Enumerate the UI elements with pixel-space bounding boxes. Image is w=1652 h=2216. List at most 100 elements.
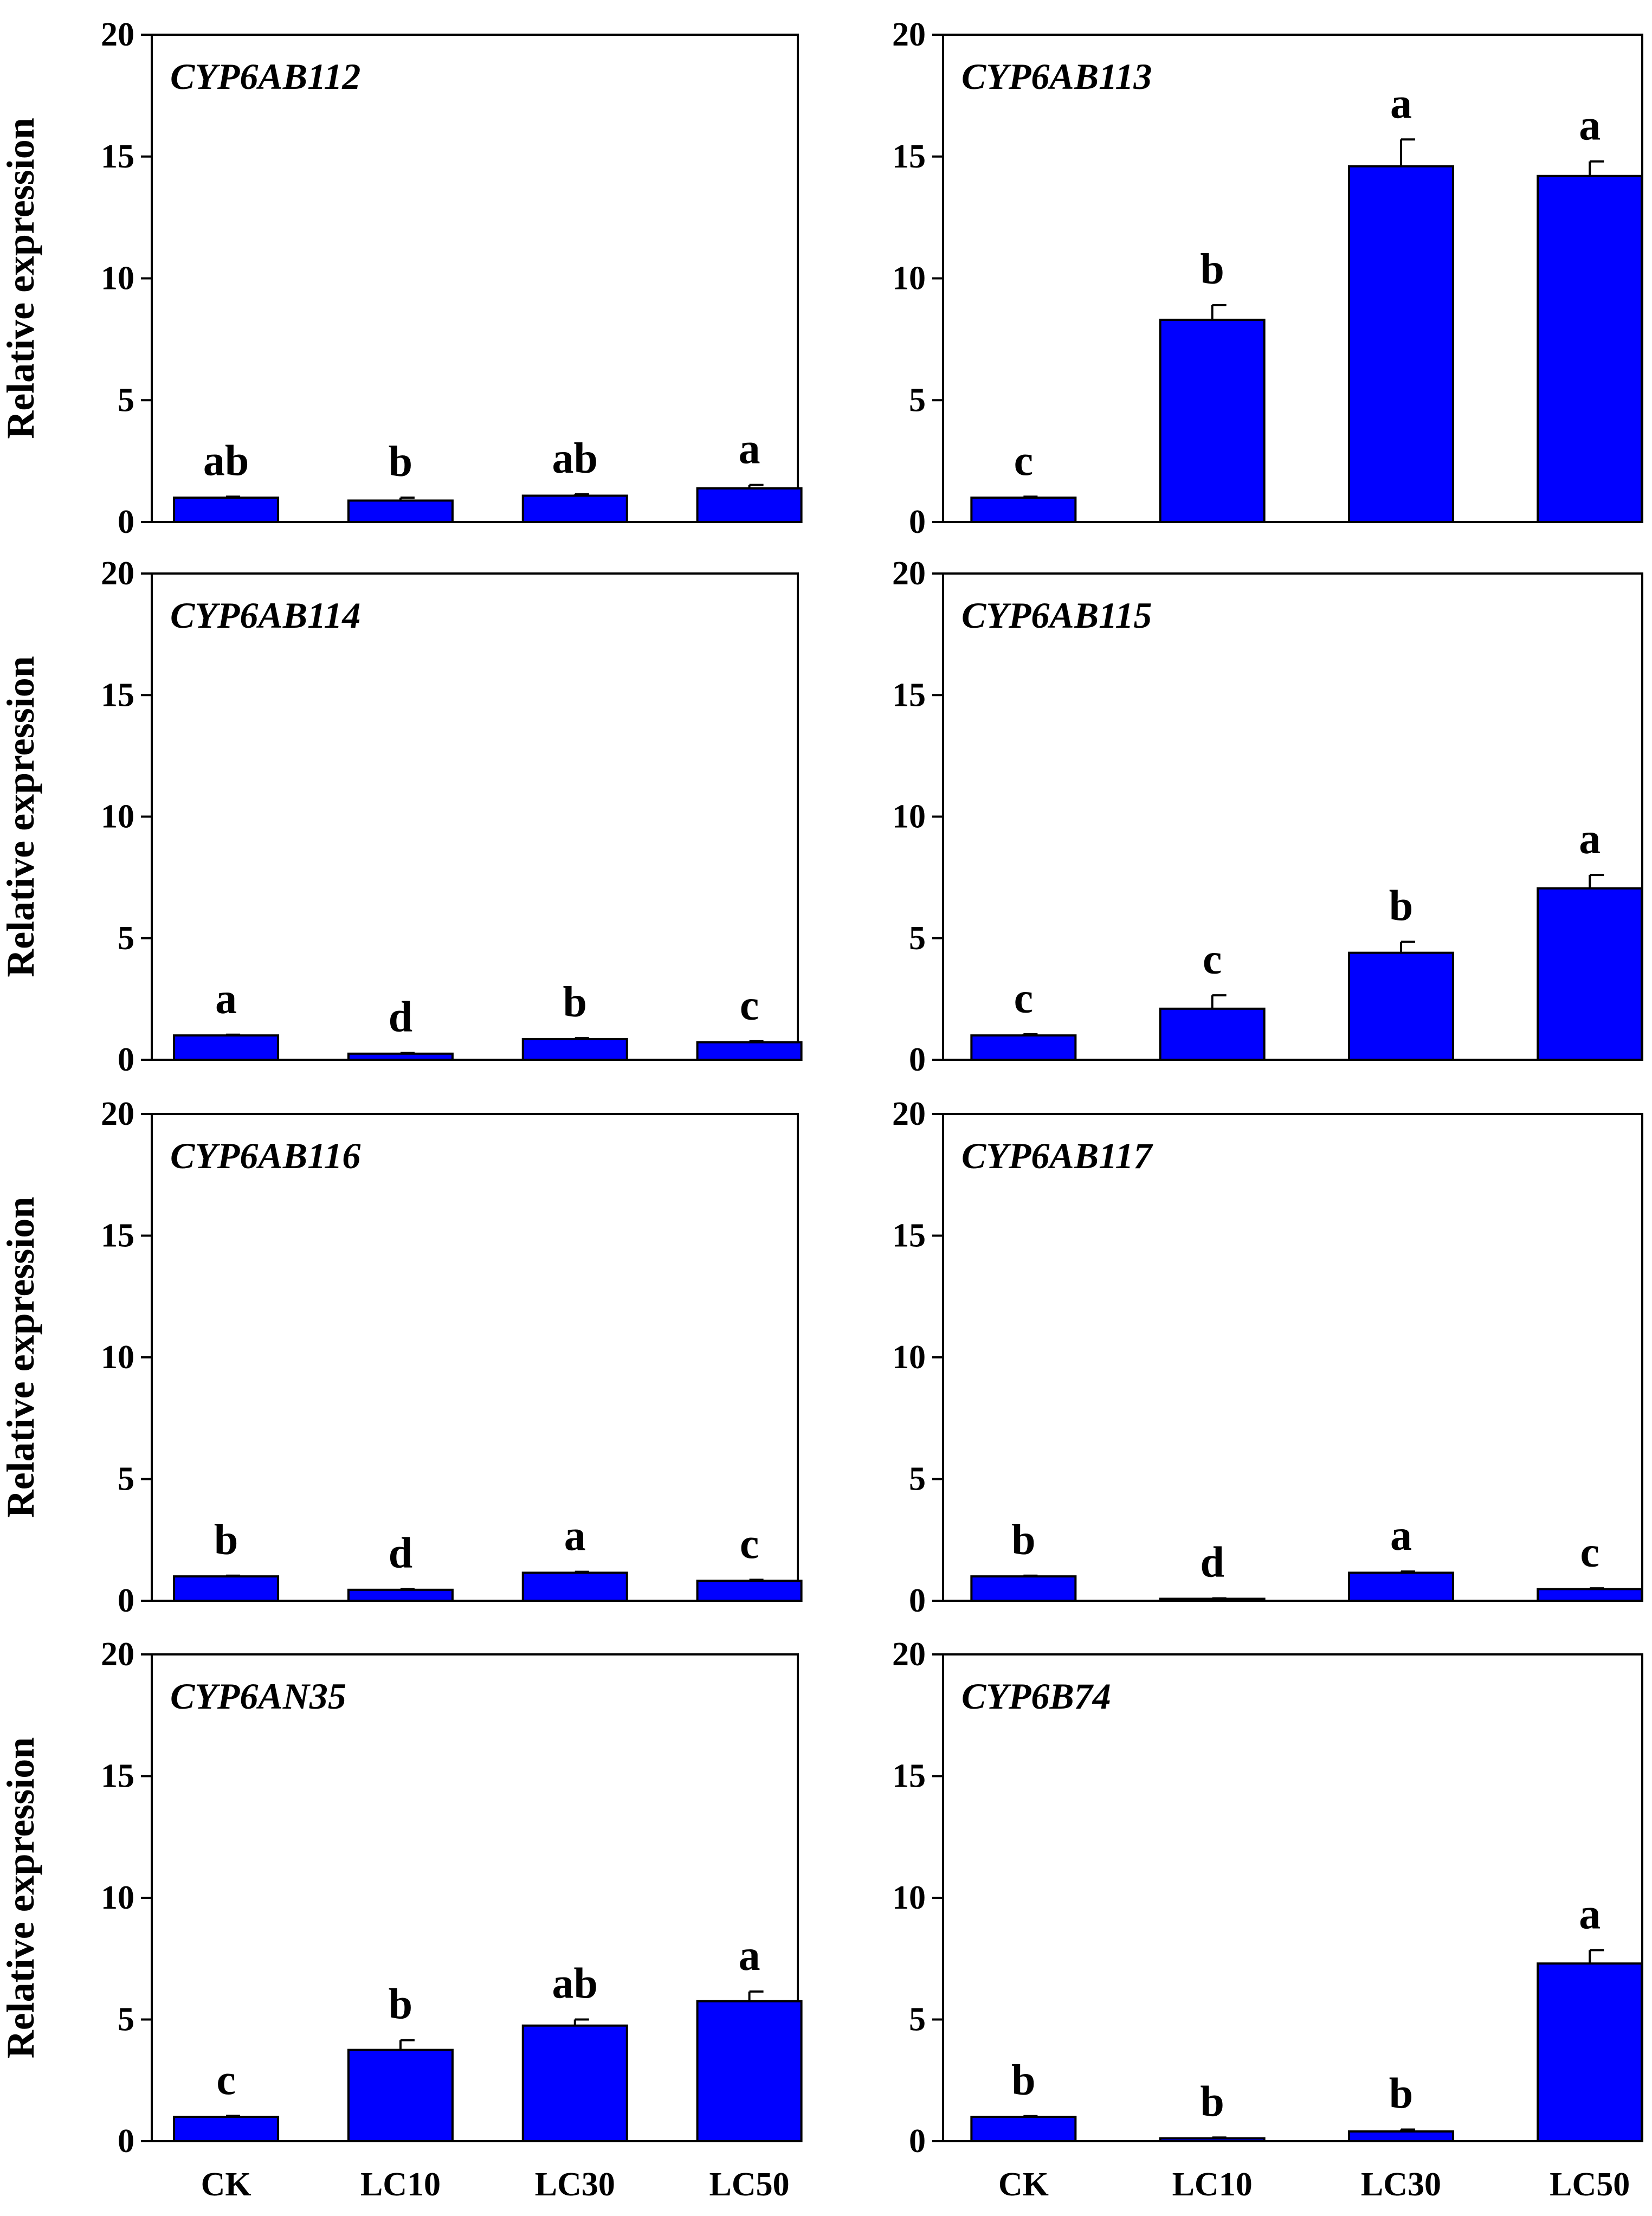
y-tick-label: 5 [909, 2001, 926, 2038]
y-tick-label: 0 [118, 1041, 134, 1078]
bar [696, 1580, 803, 1602]
bar [173, 2116, 280, 2143]
significance-label: a [1579, 1891, 1601, 1938]
y-tick-label: 0 [118, 1582, 134, 1619]
y-tick-label: 20 [892, 1636, 926, 1673]
panel-title: CYP6AB113 [961, 56, 1152, 97]
panel-title: CYP6AB115 [961, 595, 1152, 636]
significance-label: c [740, 1520, 759, 1568]
y-tick-label: 15 [101, 138, 134, 175]
significance-label: b [1389, 882, 1414, 930]
bar [521, 494, 628, 523]
x-tick-label: CK [998, 2166, 1049, 2203]
y-tick-label: 15 [892, 138, 926, 175]
y-tick-label: 0 [118, 504, 134, 540]
y-axis-label: Relative expression [0, 1737, 42, 2059]
bar [1347, 1571, 1454, 1602]
significance-label: c [1203, 936, 1222, 983]
significance-label: d [1200, 1539, 1224, 1587]
significance-label: a [739, 426, 760, 473]
y-tick-label: 20 [101, 555, 134, 592]
x-tick-label: LC30 [535, 2166, 615, 2203]
x-tick-label: CK [201, 2166, 251, 2203]
x-tick-label: LC50 [709, 2166, 790, 2203]
y-tick-label: 10 [892, 260, 926, 297]
significance-label: c [1014, 437, 1034, 485]
significance-label: c [1580, 1529, 1599, 1576]
bar [1537, 1962, 1643, 2142]
significance-label: c [1014, 975, 1034, 1022]
y-tick-label: 5 [909, 382, 926, 418]
significance-label: b [389, 1981, 413, 2028]
y-tick-label: 20 [101, 1096, 134, 1132]
bar [173, 1575, 280, 1602]
panel-title: CYP6B74 [961, 1676, 1111, 1717]
x-tick-label: LC10 [360, 2166, 441, 2203]
y-tick-label: 5 [118, 1461, 134, 1498]
bar [696, 2000, 803, 2142]
y-tick-label: 5 [118, 382, 134, 418]
bar [970, 1034, 1077, 1061]
significance-label: b [1200, 246, 1224, 293]
bar [1159, 318, 1266, 523]
x-tick-label: LC30 [1361, 2166, 1441, 2203]
significance-label: a [1579, 102, 1601, 150]
y-tick-label: 10 [892, 1879, 926, 1916]
bar [347, 2048, 454, 2142]
y-tick-label: 20 [101, 16, 134, 53]
panel-title: CYP6AB114 [170, 595, 360, 636]
panel-title: CYP6AN35 [170, 1676, 346, 1717]
y-tick-label: 15 [101, 1758, 134, 1795]
y-tick-label: 5 [909, 1461, 926, 1498]
y-tick-label: 10 [892, 798, 926, 835]
y-tick-label: 0 [909, 504, 926, 540]
bar [970, 497, 1077, 523]
bar [1347, 2130, 1454, 2143]
panel-title: CYP6AB117 [961, 1135, 1153, 1176]
bar [1347, 165, 1454, 524]
bar [1159, 2137, 1266, 2143]
y-axis-label: Relative expression [0, 656, 42, 977]
significance-label: c [216, 2056, 236, 2104]
bar [347, 499, 454, 523]
significance-label: a [564, 1512, 586, 1560]
y-tick-label: 15 [892, 677, 926, 713]
bar [521, 1571, 628, 1602]
significance-label: b [1011, 2057, 1036, 2104]
y-tick-label: 15 [101, 677, 134, 713]
bar [173, 1034, 280, 1061]
significance-label: ab [203, 437, 249, 485]
y-tick-label: 5 [118, 2001, 134, 2038]
y-tick-label: 15 [892, 1217, 926, 1254]
bar [696, 1041, 803, 1061]
bar [173, 497, 280, 523]
significance-label: a [1579, 815, 1601, 863]
y-axis-label: Relative expression [0, 1197, 42, 1518]
significance-label: d [389, 1529, 413, 1577]
y-tick-label: 20 [101, 1636, 134, 1673]
bar [1159, 1007, 1266, 1061]
significance-label: b [214, 1516, 238, 1564]
y-tick-label: 20 [892, 1096, 926, 1132]
y-tick-label: 0 [909, 1582, 926, 1619]
significance-label: a [1390, 1512, 1412, 1560]
bar [1347, 951, 1454, 1061]
y-tick-label: 10 [101, 1879, 134, 1916]
significance-label: c [740, 982, 759, 1029]
significance-label: a [215, 975, 237, 1023]
significance-label: d [389, 993, 413, 1041]
bar [1537, 175, 1643, 523]
panel-title: CYP6AB116 [170, 1135, 360, 1176]
bar [1537, 887, 1643, 1061]
panel-frame [151, 1113, 799, 1602]
significance-label: b [563, 978, 588, 1026]
bar [347, 1588, 454, 1602]
bar [696, 487, 803, 523]
y-tick-label: 10 [101, 260, 134, 297]
y-tick-label: 0 [118, 2123, 134, 2160]
y-tick-label: 20 [892, 555, 926, 592]
y-tick-label: 20 [892, 16, 926, 53]
panel-frame [151, 572, 799, 1061]
bar [970, 1575, 1077, 1602]
bar [521, 2024, 628, 2143]
